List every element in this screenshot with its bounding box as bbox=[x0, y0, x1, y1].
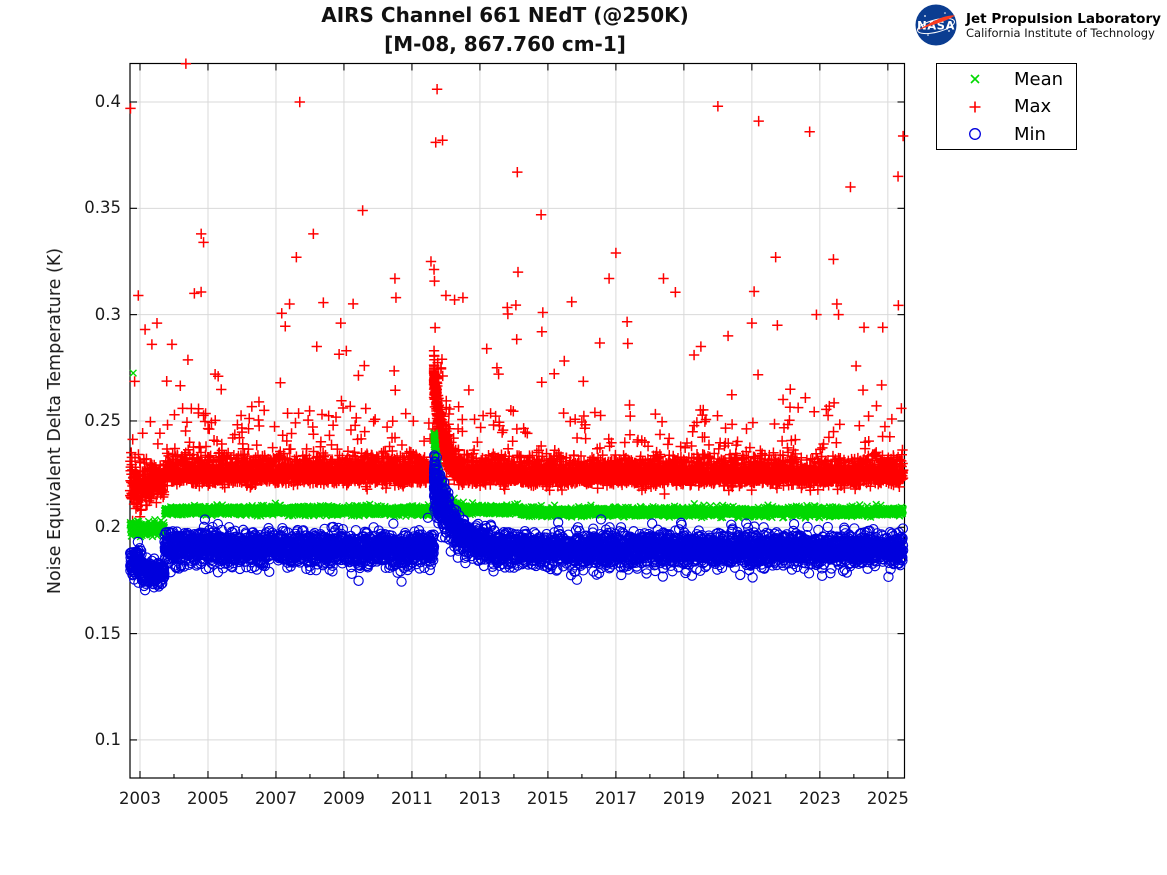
legend-label-min: Min bbox=[1014, 123, 1046, 145]
y-tick-label: 0.35 bbox=[84, 198, 121, 218]
y-tick-label: 0.4 bbox=[94, 91, 121, 111]
mean-marker-icon bbox=[970, 74, 980, 84]
x-tick-label: 2021 bbox=[730, 789, 773, 808]
x-tick-label: 2017 bbox=[594, 789, 637, 808]
x-tick-label: 2013 bbox=[458, 789, 501, 808]
max-marker-icon bbox=[969, 101, 981, 112]
legend-label-mean: Mean bbox=[1014, 68, 1064, 90]
nasa-badge-text: NASA bbox=[917, 19, 955, 33]
y-tick-label: 0.2 bbox=[94, 517, 121, 537]
y-tick-label: 0.15 bbox=[84, 623, 121, 643]
legend-label-max: Max bbox=[1014, 96, 1052, 117]
logo-institute-name: California Institute of Technology bbox=[966, 25, 1155, 40]
logo-org-name: Jet Propulsion Laboratory bbox=[966, 10, 1161, 27]
y-tick-label: 0.25 bbox=[84, 410, 121, 430]
legend-item-max: Max bbox=[937, 94, 1076, 119]
x-tick-label: 2009 bbox=[322, 789, 365, 808]
x-tick-label: 2003 bbox=[118, 789, 161, 808]
x-tick-label: 2019 bbox=[662, 789, 705, 808]
legend: Mean Max Min bbox=[936, 63, 1077, 150]
legend-item-min: Min bbox=[937, 122, 1076, 147]
legend-item-mean: Mean bbox=[937, 67, 1076, 92]
x-tick-label: 2005 bbox=[186, 789, 229, 808]
x-tick-label: 2007 bbox=[254, 789, 297, 808]
logo-text: Jet Propulsion Laboratory California Ins… bbox=[966, 11, 1161, 40]
y-tick-label: 0.1 bbox=[94, 729, 121, 749]
nasa-jpl-logo: NASA Jet Propulsion Laboratory Californi… bbox=[915, 4, 1161, 46]
x-tick-label: 2023 bbox=[798, 789, 841, 808]
nasa-meatball-icon: NASA bbox=[915, 4, 957, 46]
chart-subtitle: [M-08, 867.760 cm-1] bbox=[384, 32, 626, 56]
x-tick-label: 2015 bbox=[526, 789, 569, 808]
x-tick-label: 2025 bbox=[866, 789, 909, 808]
chart-title: AIRS Channel 661 NEdT (@250K) bbox=[321, 3, 689, 27]
x-tick-label: 2011 bbox=[390, 789, 433, 808]
y-tick-label: 0.3 bbox=[94, 304, 121, 324]
min-marker-icon bbox=[969, 128, 981, 140]
